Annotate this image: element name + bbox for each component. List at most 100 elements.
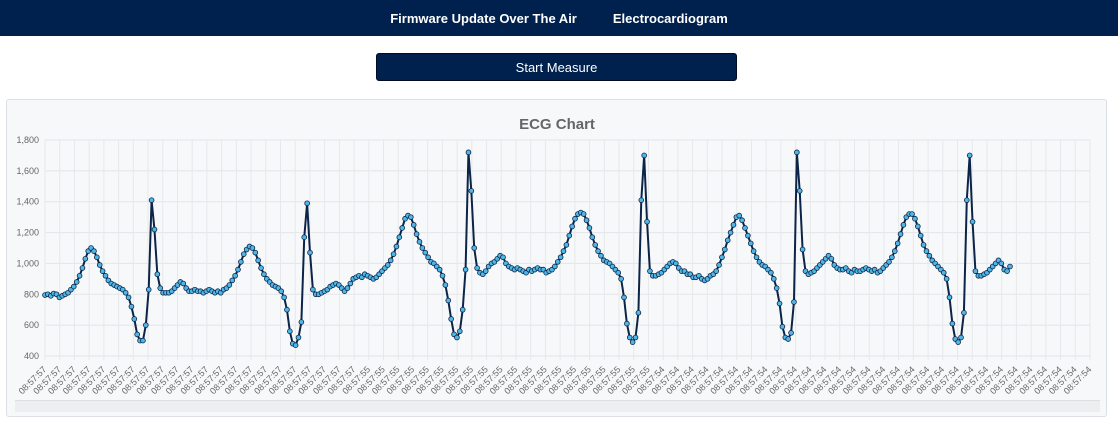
ecg-data-point bbox=[917, 232, 924, 239]
ecg-data-point bbox=[963, 197, 970, 203]
ecg-data-point bbox=[592, 242, 598, 248]
ecg-data-point bbox=[969, 218, 976, 225]
ecg-data-point bbox=[304, 200, 310, 207]
ecg-data-point bbox=[770, 276, 777, 282]
ecg-data-point bbox=[131, 316, 138, 322]
ecg-data-point bbox=[647, 268, 653, 274]
ecg-data-point bbox=[583, 217, 590, 224]
ecg-data-point bbox=[240, 251, 247, 257]
ecg-data-point bbox=[909, 211, 915, 217]
ecg-data-point bbox=[557, 254, 564, 261]
chart-scroll-strip bbox=[15, 400, 1100, 412]
ecg-data-point bbox=[897, 231, 904, 237]
ecg-data-point bbox=[742, 225, 748, 231]
x-axis-ticks: 08:57:5708:57:5708:57:5708:57:5708:57:57… bbox=[17, 364, 1094, 396]
ecg-data-point bbox=[753, 254, 760, 261]
ecg-data-point bbox=[828, 256, 835, 262]
ecg-data-point bbox=[891, 248, 898, 254]
ecg-data-point bbox=[301, 234, 308, 241]
ecg-data-point bbox=[794, 149, 800, 156]
ecg-data-point bbox=[745, 232, 751, 239]
ecg-data-point bbox=[396, 234, 403, 241]
nav-link-firmware-update[interactable]: Firmware Update Over The Air bbox=[390, 10, 577, 26]
ecg-data-point bbox=[563, 242, 570, 248]
ecg-data-point bbox=[958, 334, 964, 341]
ecg-data-point bbox=[79, 265, 86, 271]
ecg-data-point bbox=[638, 197, 645, 203]
y-tick-label: 1,400 bbox=[16, 197, 39, 207]
nav-link-electrocardiogram[interactable]: Electrocardiogram bbox=[612, 10, 728, 26]
y-tick-label: 400 bbox=[24, 351, 39, 361]
ecg-data-point bbox=[134, 331, 140, 338]
ecg-data-point bbox=[122, 289, 129, 296]
ecg-data-point bbox=[157, 285, 164, 291]
ecg-data-point bbox=[310, 286, 316, 293]
ecg-data-point bbox=[154, 271, 161, 278]
ecg-data-point bbox=[730, 222, 737, 228]
ecg-data-point bbox=[998, 260, 1005, 267]
ecg-data-point bbox=[595, 248, 601, 254]
ecg-data-point bbox=[413, 231, 420, 237]
ecg-data-point bbox=[76, 272, 83, 279]
ecg-data-point bbox=[235, 266, 241, 273]
ecg-data-point bbox=[128, 303, 135, 310]
top-navbar: Firmware Update Over The Air Electrocard… bbox=[0, 0, 1118, 36]
ecg-data-point bbox=[624, 320, 630, 327]
ecg-data-point bbox=[1004, 268, 1010, 274]
ecg-data-point bbox=[439, 272, 446, 279]
ecg-data-point bbox=[632, 334, 639, 341]
ecg-data-point bbox=[961, 310, 967, 316]
ecg-data-points bbox=[42, 149, 1013, 349]
ecg-data-point bbox=[261, 271, 267, 278]
ecg-data-point bbox=[618, 276, 624, 282]
ecg-data-point bbox=[249, 245, 256, 251]
ecg-data-point bbox=[471, 245, 478, 251]
ecg-data-point bbox=[436, 266, 443, 273]
ecg-data-point bbox=[82, 256, 89, 262]
ecg-data-point bbox=[894, 240, 901, 247]
ecg-data-point bbox=[796, 188, 803, 194]
ecg-data-point bbox=[560, 248, 567, 254]
ecg-data-point bbox=[589, 234, 596, 241]
ecg-data-point bbox=[344, 285, 351, 291]
ecg-data-point bbox=[462, 266, 469, 273]
ecg-data-point bbox=[416, 239, 423, 245]
ecg-data-point bbox=[747, 240, 754, 247]
ecg-data-point bbox=[673, 260, 679, 267]
ecg-data-point bbox=[298, 319, 305, 325]
ecg-data-point bbox=[900, 222, 907, 228]
ecg-series-line bbox=[44, 151, 1011, 347]
y-tick-label: 1,200 bbox=[16, 228, 39, 238]
ecg-data-point bbox=[151, 226, 158, 233]
ecg-data-point bbox=[586, 225, 593, 231]
ecg-data-point bbox=[791, 299, 797, 305]
ecg-data-point bbox=[912, 215, 918, 222]
ecg-data-point bbox=[776, 300, 783, 307]
ecg-data-point bbox=[641, 152, 647, 159]
ecg-data-point bbox=[566, 232, 573, 239]
ecg-data-point bbox=[307, 249, 313, 256]
ecg-data-point bbox=[419, 245, 426, 251]
ecg-data-point bbox=[719, 254, 725, 261]
chart-title: ECG Chart bbox=[519, 116, 595, 133]
ecg-data-point bbox=[716, 262, 722, 268]
ecg-data-point bbox=[727, 229, 734, 236]
ecg-data-point bbox=[920, 242, 927, 248]
start-measure-button[interactable]: Start Measure bbox=[376, 53, 737, 81]
ecg-data-point bbox=[773, 285, 780, 291]
ecg-data-point bbox=[278, 288, 285, 295]
ecg-data-point bbox=[739, 217, 745, 224]
ecg-data-point bbox=[468, 188, 475, 194]
ecg-data-point bbox=[445, 297, 452, 304]
ecg-data-point bbox=[500, 254, 506, 261]
ecg-data-point bbox=[923, 248, 930, 254]
ecg-data-point bbox=[258, 265, 264, 271]
ecg-data-point bbox=[972, 268, 979, 274]
ecg-data-point bbox=[621, 294, 627, 301]
ecg-data-point bbox=[615, 269, 622, 276]
ecg-data-point bbox=[91, 248, 97, 254]
ecg-data-point bbox=[465, 149, 472, 156]
ecg-data-point bbox=[915, 223, 921, 230]
ecg-chart-card: ECG Chart 400 600 800 1,000 1,200 1,400 1,600 1… bbox=[6, 99, 1107, 417]
ecg-data-point bbox=[408, 214, 414, 220]
